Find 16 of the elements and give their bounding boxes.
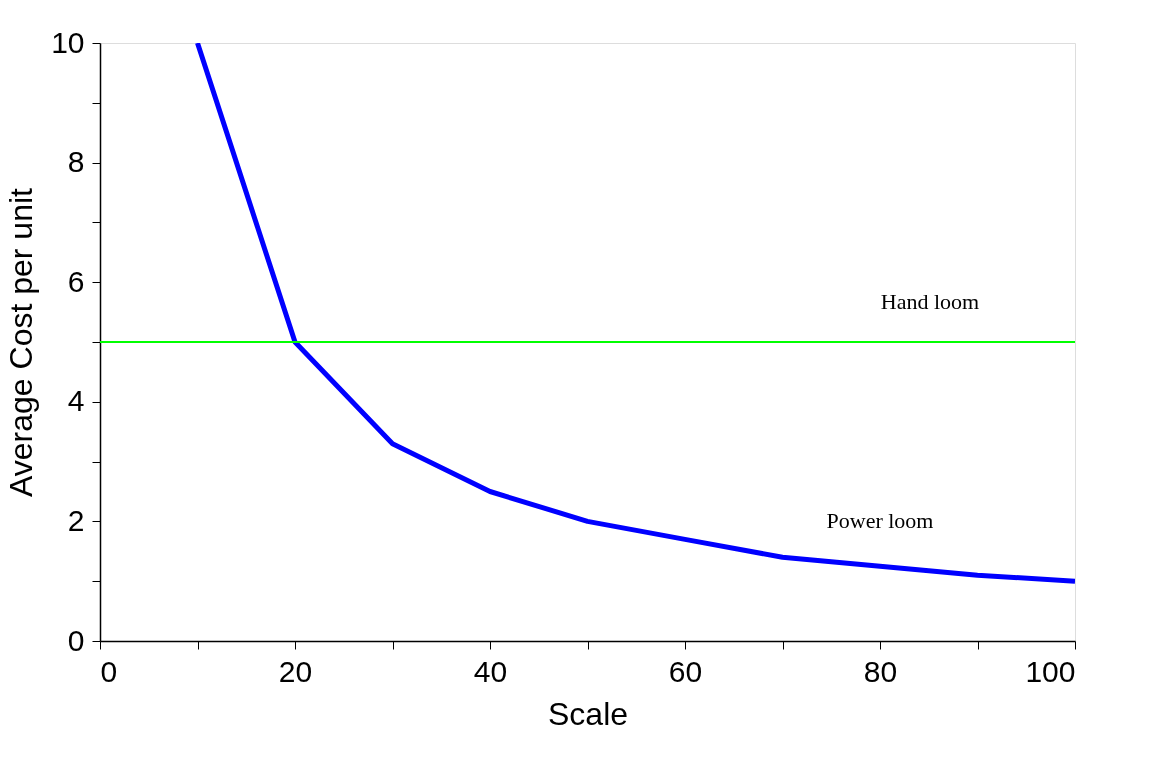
x-tick-label: 40 [473,654,508,688]
x-tick-label: 60 [668,654,703,688]
x-tick-label: 100 [1025,654,1076,688]
ref-line-label: Hand loom [880,289,980,314]
y-tick-label: 6 [67,264,85,298]
y-axis-title: Average Cost per unit [3,187,40,497]
y-tick-label: 2 [67,503,85,537]
x-axis-title: Scale [547,695,629,732]
series-label: Power loom [826,508,934,534]
y-tick-label: 8 [67,145,85,179]
x-tick-label: 0 [100,654,118,688]
y-tick-label: 10 [51,25,85,59]
y-tick-label: 4 [67,384,85,418]
x-tick-label: 80 [863,654,898,688]
y-tick-label: 0 [67,623,85,657]
x-tick-label: 20 [278,654,313,688]
